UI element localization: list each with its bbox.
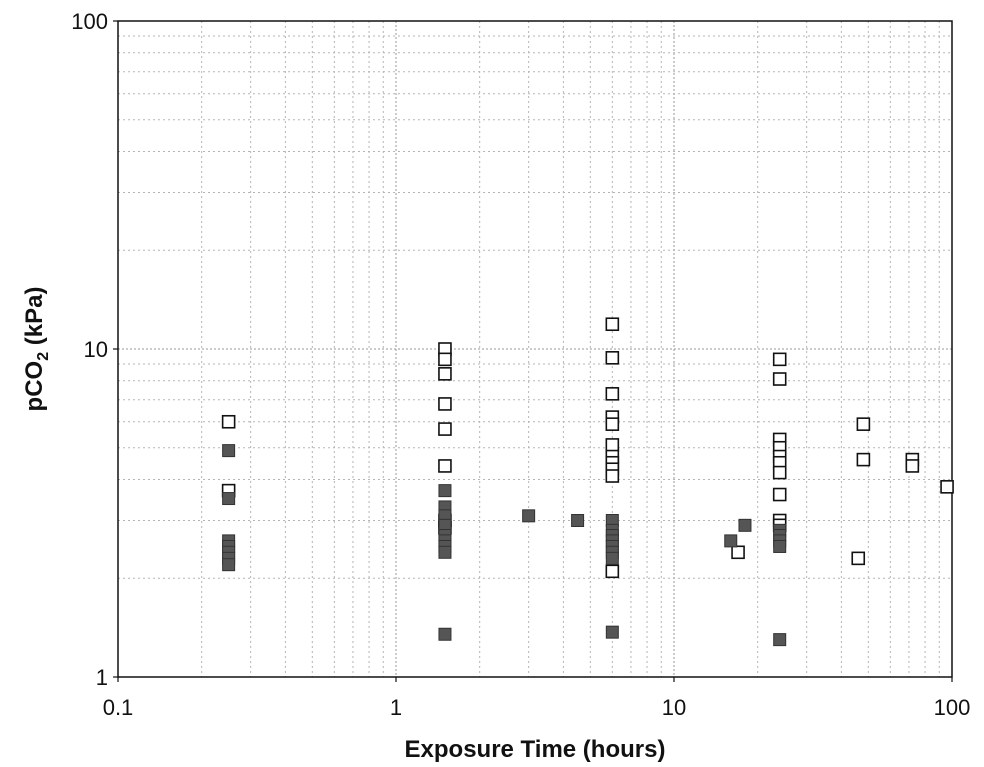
filled-square-point [222, 558, 236, 572]
open-square-point [772, 372, 787, 386]
filled-square-point [773, 633, 787, 647]
y-tick-label: 100 [71, 9, 108, 34]
y-axis-ticks: 1 10 100 [71, 9, 118, 690]
open-square-point [605, 469, 620, 483]
x-tick-label: 10 [662, 695, 686, 720]
y-tick-label: 10 [84, 337, 108, 362]
y-axis-title-unit: (kPa) [21, 287, 48, 352]
filled-square-point [438, 545, 452, 559]
y-axis-title-main: pCO [21, 361, 48, 412]
open-square-point [438, 397, 452, 411]
open-square-point [605, 417, 620, 431]
open-square-point [772, 487, 787, 502]
y-tick-label: 1 [96, 665, 108, 690]
open-square-point [605, 387, 620, 401]
open-square-point [438, 459, 452, 473]
y-axis-title-subscript: 2 [35, 352, 52, 361]
filled-square-point [571, 514, 585, 528]
x-tick-label: 0.1 [103, 695, 134, 720]
open-square-point [221, 414, 236, 429]
filled-square-point [222, 444, 236, 458]
filled-square-point [773, 539, 787, 553]
filled-square-point [724, 534, 738, 548]
open-square-point [905, 459, 920, 473]
open-square-point [731, 545, 745, 560]
x-tick-label: 1 [390, 695, 402, 720]
open-square-point [772, 352, 787, 367]
filled-square-point [438, 484, 452, 498]
open-square-point [438, 352, 452, 367]
filled-square-point [605, 551, 619, 565]
open-square-point [438, 367, 452, 381]
x-tick-label: 100 [934, 695, 971, 720]
open-square-point [605, 351, 620, 365]
open-square-point [605, 438, 620, 452]
open-square-point [438, 422, 452, 436]
open-square-point [940, 480, 954, 494]
data-points [221, 317, 954, 647]
filled-square-point [605, 625, 619, 639]
open-square-point [856, 417, 871, 431]
open-square-point [856, 452, 871, 467]
grid-lines [118, 21, 952, 677]
y-axis-title: pCO2 (kPa) [21, 287, 52, 412]
x-axis-title: Exposure Time (hours) [405, 736, 666, 763]
filled-square-point [738, 518, 752, 532]
filled-square-point [222, 492, 236, 506]
open-square-point [772, 465, 787, 480]
x-axis-ticks: 0.1 1 10 100 [103, 677, 971, 720]
filled-square-point [522, 509, 536, 523]
open-square-point [605, 317, 620, 332]
open-square-point [851, 551, 866, 566]
open-square-point [605, 564, 620, 579]
filled-square-point [438, 627, 452, 641]
